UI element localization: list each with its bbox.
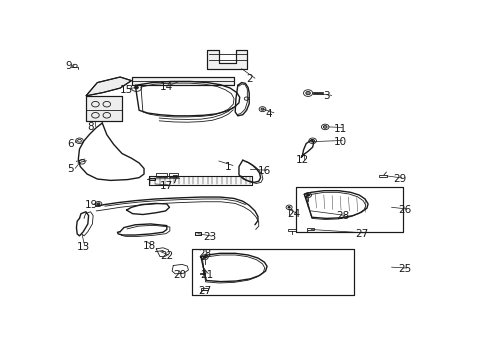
Text: 10: 10	[334, 136, 347, 147]
Bar	[149, 176, 252, 185]
Text: 7: 7	[172, 175, 178, 185]
Circle shape	[323, 126, 327, 128]
Text: 27: 27	[199, 286, 212, 296]
Text: 24: 24	[287, 209, 300, 219]
Text: 8: 8	[87, 122, 94, 132]
Text: 18: 18	[143, 241, 156, 251]
Circle shape	[307, 194, 310, 196]
Bar	[195, 232, 201, 235]
Polygon shape	[207, 50, 247, 69]
Circle shape	[203, 256, 206, 258]
Text: 14: 14	[160, 82, 173, 92]
Text: 17: 17	[160, 181, 173, 191]
Text: 16: 16	[258, 166, 271, 176]
Text: 28: 28	[199, 249, 212, 260]
Polygon shape	[86, 96, 122, 121]
Bar	[296, 187, 403, 232]
Bar	[148, 177, 155, 180]
Circle shape	[306, 91, 310, 95]
Circle shape	[311, 139, 315, 142]
Text: 9: 9	[66, 61, 73, 71]
Text: 11: 11	[334, 123, 347, 134]
Text: 29: 29	[393, 174, 407, 184]
Text: 25: 25	[398, 264, 412, 274]
Text: 20: 20	[173, 270, 186, 280]
Text: 1: 1	[224, 162, 231, 172]
Polygon shape	[86, 77, 131, 96]
Text: 4: 4	[266, 109, 272, 119]
Text: 26: 26	[398, 205, 412, 215]
Bar	[192, 249, 354, 295]
Text: 27: 27	[355, 229, 368, 239]
Circle shape	[97, 203, 100, 205]
Bar	[192, 249, 354, 295]
Text: 28: 28	[337, 211, 350, 221]
Circle shape	[288, 207, 290, 208]
Text: 15: 15	[120, 85, 133, 95]
Text: 19: 19	[85, 201, 98, 210]
Text: 3: 3	[323, 91, 330, 102]
Bar	[296, 187, 403, 232]
Circle shape	[135, 86, 138, 89]
Text: 5: 5	[67, 164, 74, 174]
Bar	[195, 232, 201, 235]
Text: 23: 23	[204, 232, 217, 242]
Text: 13: 13	[76, 242, 90, 252]
Bar	[307, 228, 314, 230]
Text: 12: 12	[296, 155, 309, 165]
Text: 21: 21	[200, 270, 213, 280]
Bar	[201, 288, 208, 291]
Text: 22: 22	[160, 251, 173, 261]
Text: 2: 2	[246, 74, 253, 84]
Polygon shape	[131, 77, 234, 85]
Bar	[149, 176, 252, 185]
Text: 6: 6	[67, 139, 74, 149]
Circle shape	[261, 108, 264, 110]
Bar	[148, 177, 155, 180]
Bar	[156, 173, 167, 177]
Bar	[170, 173, 178, 177]
